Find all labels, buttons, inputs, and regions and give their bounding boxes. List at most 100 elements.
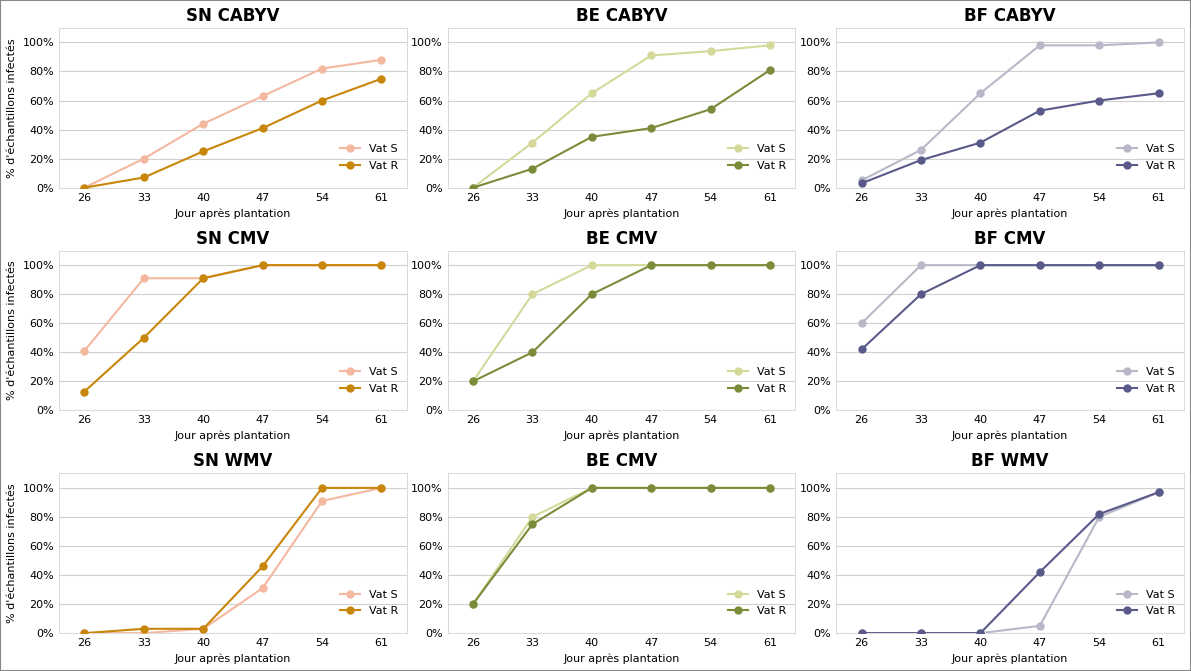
Vat R xyxy=(1092,261,1106,269)
Legend: Vat S, Vat R: Vat S, Vat R xyxy=(725,364,790,397)
Vat R xyxy=(973,139,987,147)
Vat R xyxy=(197,274,211,282)
Legend: Vat S, Vat R: Vat S, Vat R xyxy=(337,586,401,619)
Legend: Vat S, Vat R: Vat S, Vat R xyxy=(1114,141,1179,174)
Vat S xyxy=(314,497,329,505)
X-axis label: Jour après plantation: Jour après plantation xyxy=(563,431,680,442)
Vat S xyxy=(77,184,92,192)
Title: SN CMV: SN CMV xyxy=(197,229,269,248)
Vat R xyxy=(854,629,868,637)
Vat R xyxy=(973,629,987,637)
Legend: Vat S, Vat R: Vat S, Vat R xyxy=(1114,364,1179,397)
Vat R xyxy=(704,261,718,269)
Legend: Vat S, Vat R: Vat S, Vat R xyxy=(1114,586,1179,619)
Title: SN WMV: SN WMV xyxy=(193,452,273,470)
Vat S xyxy=(585,89,599,97)
Vat S xyxy=(374,484,388,492)
Line: Vat R: Vat R xyxy=(859,488,1162,637)
X-axis label: Jour après plantation: Jour après plantation xyxy=(952,208,1068,219)
Vat R xyxy=(314,97,329,105)
Line: Vat R: Vat R xyxy=(469,66,773,191)
Line: Vat S: Vat S xyxy=(81,262,385,354)
X-axis label: Jour après plantation: Jour après plantation xyxy=(952,654,1068,664)
Line: Vat R: Vat R xyxy=(81,484,385,637)
Vat S xyxy=(374,56,388,64)
Vat R xyxy=(1033,107,1047,115)
Legend: Vat S, Vat R: Vat S, Vat R xyxy=(337,364,401,397)
Vat S xyxy=(854,176,868,185)
Vat R xyxy=(1092,97,1106,105)
Vat S xyxy=(644,261,659,269)
Title: BF WMV: BF WMV xyxy=(972,452,1049,470)
X-axis label: Jour après plantation: Jour après plantation xyxy=(175,431,291,442)
Vat S xyxy=(913,629,928,637)
Vat S xyxy=(854,319,868,327)
Title: BE CMV: BE CMV xyxy=(586,229,657,248)
Vat S xyxy=(466,377,480,385)
Vat R xyxy=(644,124,659,132)
Legend: Vat S, Vat R: Vat S, Vat R xyxy=(725,141,790,174)
Vat R xyxy=(525,165,540,173)
Vat R xyxy=(704,105,718,113)
X-axis label: Jour après plantation: Jour après plantation xyxy=(175,208,291,219)
Vat S xyxy=(973,261,987,269)
Vat R xyxy=(374,484,388,492)
Vat S xyxy=(644,52,659,60)
Vat S xyxy=(137,154,151,162)
Legend: Vat S, Vat R: Vat S, Vat R xyxy=(725,586,790,619)
Vat S xyxy=(973,629,987,637)
Vat R xyxy=(763,261,778,269)
Vat S xyxy=(466,600,480,608)
Line: Vat R: Vat R xyxy=(469,262,773,385)
Vat S xyxy=(1092,42,1106,50)
Vat S xyxy=(197,625,211,633)
X-axis label: Jour après plantation: Jour après plantation xyxy=(952,431,1068,442)
Vat S xyxy=(763,42,778,50)
Vat S xyxy=(763,484,778,492)
Line: Vat S: Vat S xyxy=(469,484,773,607)
Vat R xyxy=(137,625,151,633)
Title: BE CMV: BE CMV xyxy=(586,452,657,470)
Vat S xyxy=(525,513,540,521)
Line: Vat S: Vat S xyxy=(859,262,1162,327)
Vat R xyxy=(913,629,928,637)
Vat S xyxy=(197,274,211,282)
Vat R xyxy=(1092,510,1106,518)
Vat S xyxy=(466,184,480,192)
Line: Vat S: Vat S xyxy=(81,484,385,637)
Vat R xyxy=(466,184,480,192)
Vat R xyxy=(256,124,270,132)
Y-axis label: % d'échantillons infectés: % d'échantillons infectés xyxy=(7,261,17,401)
Vat S xyxy=(256,261,270,269)
Vat R xyxy=(137,333,151,342)
Vat R xyxy=(525,520,540,528)
Vat S xyxy=(77,629,92,637)
Line: Vat R: Vat R xyxy=(859,262,1162,353)
Title: BF CABYV: BF CABYV xyxy=(965,7,1056,25)
Title: SN CABYV: SN CABYV xyxy=(186,7,280,25)
Vat S xyxy=(1092,261,1106,269)
Vat S xyxy=(585,261,599,269)
Vat R xyxy=(466,377,480,385)
Vat R xyxy=(525,348,540,356)
Line: Vat S: Vat S xyxy=(859,488,1162,637)
Vat S xyxy=(913,261,928,269)
Title: BF CMV: BF CMV xyxy=(974,229,1046,248)
Vat S xyxy=(644,484,659,492)
Vat S xyxy=(1152,38,1166,46)
Vat R xyxy=(1152,261,1166,269)
Vat S xyxy=(704,484,718,492)
Vat R xyxy=(197,625,211,633)
Vat R xyxy=(644,261,659,269)
Line: Vat S: Vat S xyxy=(469,42,773,191)
Line: Vat S: Vat S xyxy=(81,56,385,191)
Vat S xyxy=(525,290,540,298)
Vat S xyxy=(137,274,151,282)
Vat S xyxy=(585,484,599,492)
Vat S xyxy=(1092,513,1106,521)
Legend: Vat S, Vat R: Vat S, Vat R xyxy=(337,141,401,174)
Vat R xyxy=(585,290,599,298)
Vat R xyxy=(1152,89,1166,97)
Vat R xyxy=(913,290,928,298)
Vat S xyxy=(1033,42,1047,50)
